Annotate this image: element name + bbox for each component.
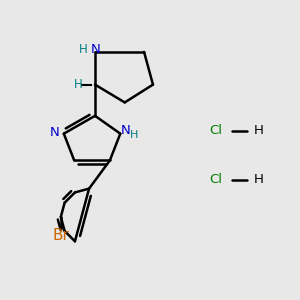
- Text: Br: Br: [52, 228, 69, 243]
- Text: N: N: [121, 124, 130, 137]
- Text: H: H: [254, 124, 263, 137]
- Text: Cl: Cl: [209, 124, 222, 137]
- Text: Cl: Cl: [209, 173, 222, 186]
- Text: H: H: [254, 173, 263, 186]
- Text: H: H: [74, 78, 83, 91]
- Text: N: N: [91, 43, 101, 56]
- Text: H: H: [130, 130, 139, 140]
- Text: N: N: [50, 126, 60, 139]
- Text: H: H: [79, 43, 88, 56]
